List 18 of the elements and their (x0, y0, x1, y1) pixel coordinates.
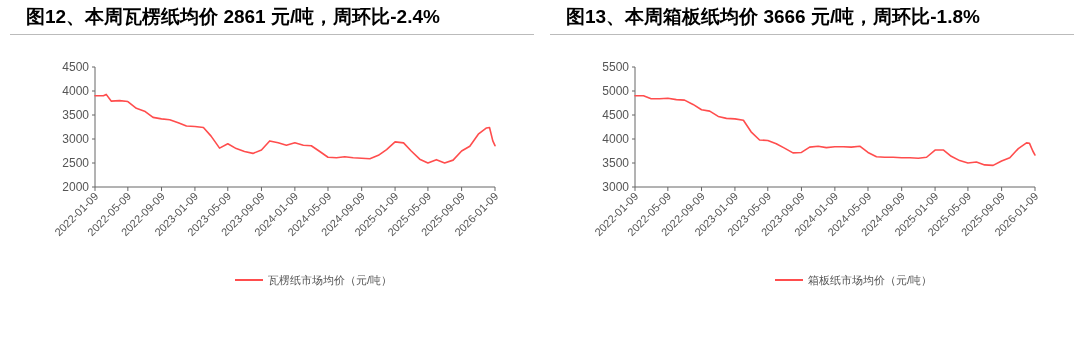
y-tick-label: 3500 (602, 156, 630, 170)
y-tick-label: 5000 (602, 84, 630, 98)
chart-title: 图13、本周箱板纸均价 3666 元/吨，周环比-1.8% (550, 0, 1074, 35)
y-tick-label: 3500 (62, 108, 90, 122)
chart-title: 图12、本周瓦楞纸均价 2861 元/吨，周环比-2.4% (10, 0, 534, 35)
line-series (94, 93, 496, 164)
y-tick-label: 4500 (602, 108, 630, 122)
y-tick-label: 2500 (62, 156, 90, 170)
y-tick-label: 4000 (602, 132, 630, 146)
y-tick-label: 3000 (62, 132, 90, 146)
legend-label: 箱板纸市场均价（元/吨） (808, 274, 933, 286)
y-tick-label: 3000 (602, 180, 630, 194)
y-tick-label: 2000 (62, 180, 90, 194)
y-tick-label: 5500 (602, 60, 630, 74)
y-tick-label: 4000 (62, 84, 90, 98)
line-series (634, 95, 1036, 167)
y-tick-label: 4500 (62, 60, 90, 74)
legend-label: 瓦楞纸市场均价（元/吨） (268, 274, 393, 286)
